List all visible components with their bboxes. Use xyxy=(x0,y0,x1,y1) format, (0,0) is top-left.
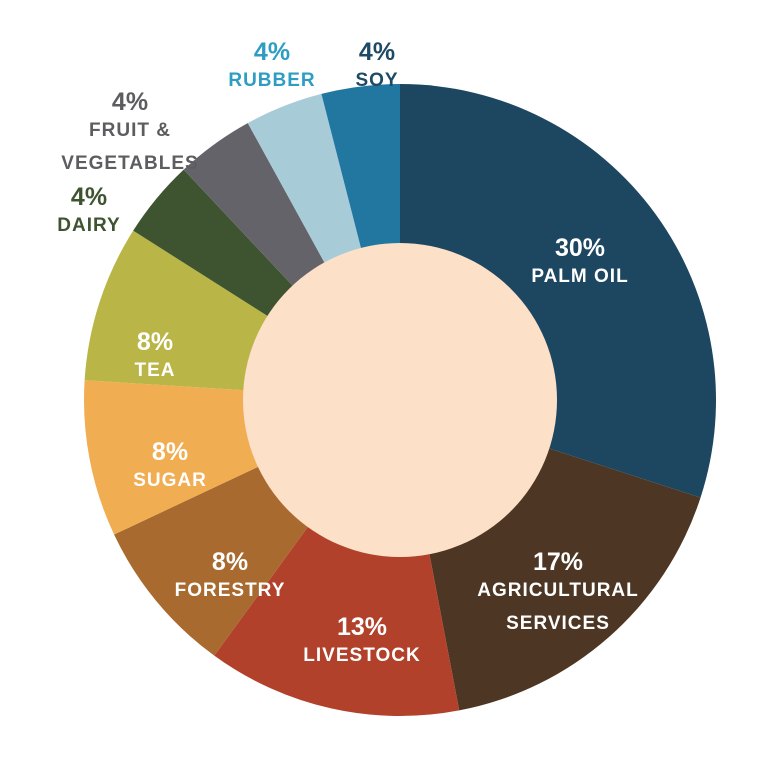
slice-percent-label: 8% xyxy=(152,438,188,466)
labels-group: 30% PALM OIL 17% AGRICULTURAL SERVICES 13% LIV… xyxy=(57,38,639,666)
slice-percent-label: 4% xyxy=(254,38,290,66)
slice-name-label: FRUIT & xyxy=(89,120,171,141)
slice-name-label: SERVICES xyxy=(506,613,610,634)
slice-name-label: SOY xyxy=(355,70,398,91)
donut-center xyxy=(243,243,557,557)
slice-name-label: DAIRY xyxy=(57,215,120,236)
slice-percent-label: 30% xyxy=(555,234,605,262)
slice-name-label: RUBBER xyxy=(228,70,315,91)
slice-percent-label: 4% xyxy=(71,183,107,211)
slice-name-label: TEA xyxy=(135,360,176,381)
slice-name-label: SUGAR xyxy=(133,470,207,491)
slice-percent-label: 4% xyxy=(112,88,148,116)
slice-percent-label: 13% xyxy=(337,613,387,641)
slice-percent-label: 8% xyxy=(212,548,248,576)
slice-name-label: VEGETABLES xyxy=(61,153,198,174)
slice-name-label: AGRICULTURAL xyxy=(477,580,639,601)
slice-percent-label: 4% xyxy=(359,38,395,66)
slice-percent-label: 17% xyxy=(533,548,583,576)
slice-name-label: LIVESTOCK xyxy=(303,645,420,666)
slice-percent-label: 8% xyxy=(137,328,173,356)
slice-name-label: PALM OIL xyxy=(531,266,628,287)
slice-name-label: FORESTRY xyxy=(175,580,286,601)
